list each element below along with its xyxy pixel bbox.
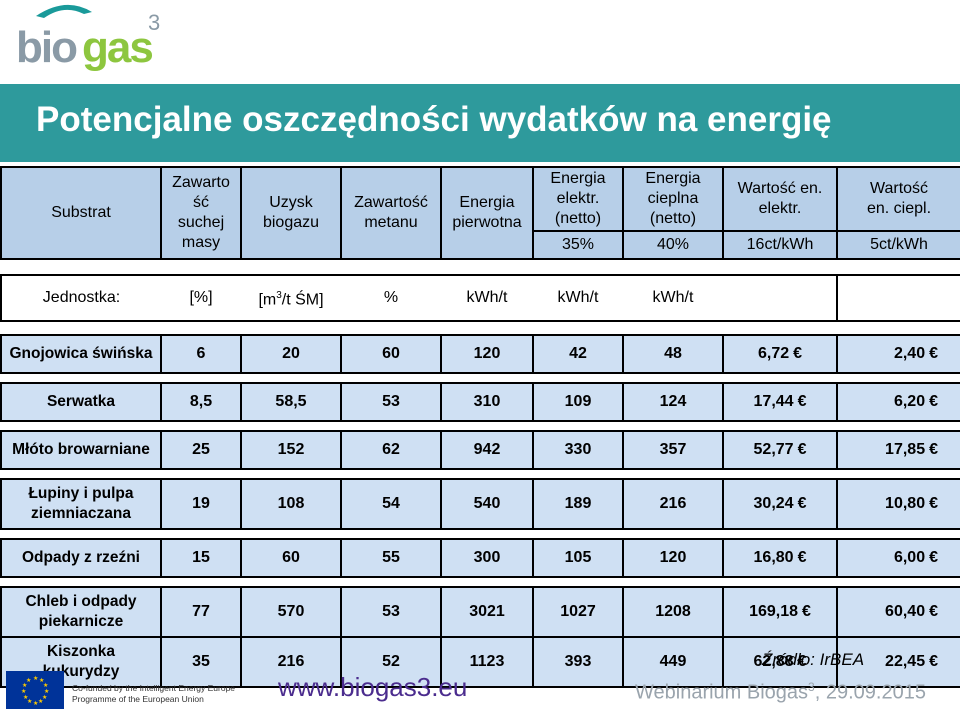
table-header-row: Substrat Zawarto ść suchej masy Uzysk biogaz… — [0, 166, 960, 260]
svg-text:gas: gas — [82, 23, 152, 72]
header-heat-energy: Energia cieplna (netto) — [622, 166, 724, 232]
table-row: Kiszonka kukurydzy 35 216 52 1123 393 449 62,… — [0, 636, 960, 688]
svg-text:★: ★ — [23, 694, 28, 701]
header-primary-energy: Energia pierwotna — [440, 166, 534, 260]
header-heat-eff: 40% — [622, 230, 724, 260]
svg-text:★: ★ — [33, 700, 38, 707]
svg-text:★: ★ — [22, 682, 27, 689]
svg-text:★: ★ — [43, 682, 48, 689]
funded-text: Co-funded by the Intelligent Energy Euro… — [72, 683, 236, 704]
table-row: Młóto browarniane 25 152 62 942 330 357 52,7… — [0, 430, 960, 470]
table-row: Odpady z rzeźni 15 60 55 300 105 120 16,80 € … — [0, 538, 960, 578]
title-band — [0, 84, 960, 162]
table-header-subrow: 35% 40% 16ct/kWh 5ct/kWh — [1, 230, 960, 260]
webinar-label: Webinarium Biogas3, 29.09.2015 — [635, 680, 926, 704]
svg-text:3: 3 — [148, 10, 160, 35]
units-row: Jednostka: [%] [m3/t ŚM] % kWh/t kWh/t k… — [0, 274, 960, 322]
unit-dry-mass: [%] — [161, 274, 241, 322]
source-note: Źródło: IrBEA — [762, 650, 865, 669]
website-link[interactable]: www.biogas3.eu — [278, 672, 468, 702]
header-electric-energy: Energia elektr. (netto) — [532, 166, 624, 232]
header-heat-price: 5ct/kWh — [836, 230, 960, 260]
unit-primary: kWh/t — [441, 274, 533, 322]
unit-empty-2 — [836, 274, 960, 322]
header-biogas-yield: Uzysk biogazu — [240, 166, 342, 260]
page-title: Potencjalne oszczędności wydatków na ene… — [36, 100, 832, 139]
svg-text:★: ★ — [33, 675, 38, 682]
header-methane: Zawartość metanu — [340, 166, 442, 260]
units-label: Jednostka: — [0, 274, 161, 322]
svg-text:★: ★ — [42, 694, 47, 701]
table-row: Chleb i odpady piekarnicze 77 570 53 3021 10… — [0, 586, 960, 638]
header-heat-value: Wartość en. ciepl. — [836, 166, 960, 232]
table-row: Łupiny i pulpa ziemniaczana 19 108 54 540 18… — [0, 478, 960, 530]
unit-heat: kWh/t — [623, 274, 723, 322]
svg-text:bio: bio — [16, 23, 77, 72]
header-substrat: Substrat — [0, 166, 162, 260]
header-dry-mass: Zawarto ść suchej masy — [160, 166, 242, 260]
header-electric-eff: 35% — [532, 230, 624, 260]
unit-electric: kWh/t — [533, 274, 623, 322]
unit-methane: % — [341, 274, 441, 322]
eu-flag-icon: ★ ★ ★ ★ ★ ★ ★ ★ ★ ★ ★ ★ — [6, 671, 64, 709]
table-row: Serwatka 8,5 58,5 53 310 109 124 17,44 € 6,20… — [0, 382, 960, 422]
biogas3-logo: bio gas 3 — [14, 0, 174, 80]
unit-empty — [723, 274, 837, 322]
header-electric-price: 16ct/kWh — [722, 230, 838, 260]
savings-table: Substrat Zawarto ść suchej masy Uzysk biogaz… — [0, 166, 960, 688]
svg-text:★: ★ — [26, 677, 31, 684]
eu-funding-block: ★ ★ ★ ★ ★ ★ ★ ★ ★ ★ ★ ★ Co-funded by the Intellig… — [6, 669, 266, 711]
svg-text:★: ★ — [21, 688, 26, 695]
header-electric-value: Wartość en. elektr. — [722, 166, 838, 232]
svg-text:★: ★ — [38, 698, 43, 705]
table-row: Gnojowica świńska 6 20 60 120 42 48 6,72 € 2,… — [0, 334, 960, 374]
svg-text:★: ★ — [39, 677, 44, 684]
unit-biogas: [m3/t ŚM] — [241, 274, 341, 322]
svg-text:★: ★ — [27, 698, 32, 705]
svg-text:★: ★ — [44, 688, 49, 695]
